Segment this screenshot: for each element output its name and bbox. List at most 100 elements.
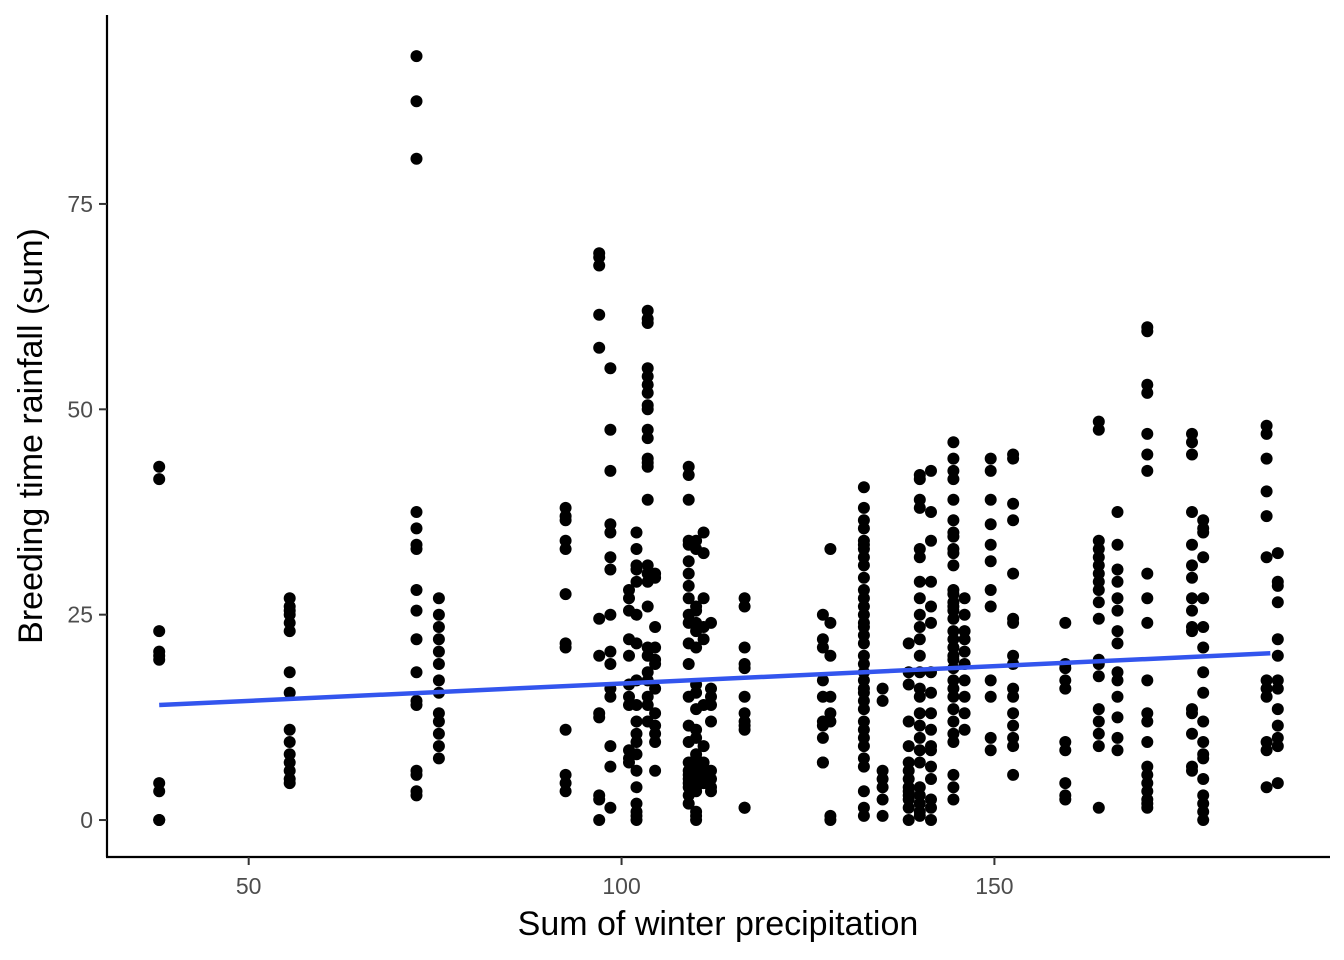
data-point	[1141, 325, 1154, 338]
data-point	[1271, 703, 1284, 716]
data-point	[559, 723, 572, 736]
data-point	[705, 682, 717, 695]
data-point	[641, 600, 654, 613]
data-point	[649, 719, 662, 732]
data-point	[902, 637, 915, 650]
data-point	[1271, 649, 1284, 662]
data-point	[1092, 543, 1105, 555]
data-point	[1111, 666, 1124, 679]
data-point	[1007, 497, 1020, 510]
data-point	[604, 526, 617, 539]
data-point	[604, 690, 617, 703]
data-point	[1007, 690, 1020, 703]
data-point	[947, 612, 960, 625]
data-point	[947, 604, 960, 617]
data-point	[913, 551, 926, 564]
data-point	[283, 736, 296, 748]
data-point	[947, 781, 960, 794]
data-point	[682, 469, 695, 481]
data-point	[1111, 592, 1124, 605]
data-point	[824, 707, 837, 720]
data-point	[947, 727, 960, 740]
data-point	[738, 723, 751, 736]
data-point	[913, 797, 926, 810]
data-point	[1092, 612, 1105, 625]
data-point	[984, 674, 997, 687]
data-point	[697, 633, 710, 646]
data-point	[1092, 596, 1105, 609]
data-point	[913, 621, 926, 633]
data-point	[958, 645, 971, 658]
data-point	[682, 592, 695, 605]
data-point	[1092, 415, 1105, 428]
data-point	[1141, 378, 1154, 391]
data-point	[925, 464, 937, 477]
data-point	[816, 674, 829, 687]
data-point	[1007, 616, 1020, 629]
data-point	[1007, 514, 1020, 527]
data-point	[283, 608, 296, 621]
data-point	[857, 703, 870, 716]
data-point	[857, 559, 870, 572]
data-point	[958, 625, 971, 638]
data-point	[630, 637, 643, 650]
data-point	[876, 764, 889, 777]
data-point	[913, 633, 926, 646]
data-point	[1271, 674, 1284, 687]
data-point	[559, 777, 572, 790]
data-point	[1197, 736, 1210, 748]
data-point	[1007, 649, 1020, 662]
data-point	[947, 464, 960, 477]
data-point	[1059, 674, 1072, 687]
data-point	[1141, 736, 1154, 748]
data-point	[925, 773, 937, 785]
data-point	[641, 690, 654, 703]
data-point	[1092, 715, 1105, 728]
data-point	[1059, 777, 1072, 790]
data-point	[604, 551, 617, 564]
data-point	[432, 740, 445, 753]
data-point	[876, 694, 889, 707]
data-point	[857, 637, 870, 650]
data-point	[824, 814, 837, 826]
data-point	[604, 423, 617, 436]
data-point	[984, 464, 997, 477]
data-point	[925, 744, 937, 757]
data-point	[682, 797, 695, 810]
data-point	[1186, 727, 1198, 740]
data-point	[1271, 579, 1284, 592]
data-point	[432, 715, 445, 728]
data-point	[857, 543, 870, 555]
data-point	[947, 547, 960, 560]
data-point	[913, 781, 926, 794]
data-point	[857, 621, 870, 633]
data-point	[1186, 559, 1198, 572]
data-point	[876, 773, 889, 785]
data-point	[1197, 814, 1210, 826]
data-point	[432, 645, 445, 658]
data-point	[432, 592, 445, 605]
data-point	[984, 690, 997, 703]
data-point	[857, 723, 870, 736]
data-point	[432, 707, 445, 720]
data-point	[913, 756, 926, 769]
y-tick-label: 75	[67, 191, 93, 217]
data-point	[925, 506, 937, 518]
data-point	[630, 814, 643, 826]
data-point	[604, 362, 617, 375]
data-point	[1092, 740, 1105, 753]
data-point	[857, 694, 870, 707]
data-point	[641, 493, 654, 506]
data-point	[630, 727, 643, 740]
data-point	[1186, 592, 1198, 605]
data-point	[690, 814, 703, 826]
data-point	[283, 723, 296, 736]
data-point	[857, 551, 870, 564]
data-point	[824, 543, 837, 555]
data-point	[738, 707, 751, 720]
data-point	[876, 682, 889, 695]
data-point	[593, 341, 606, 354]
data-point	[1141, 674, 1154, 687]
data-point	[432, 674, 445, 687]
data-point	[623, 592, 635, 605]
